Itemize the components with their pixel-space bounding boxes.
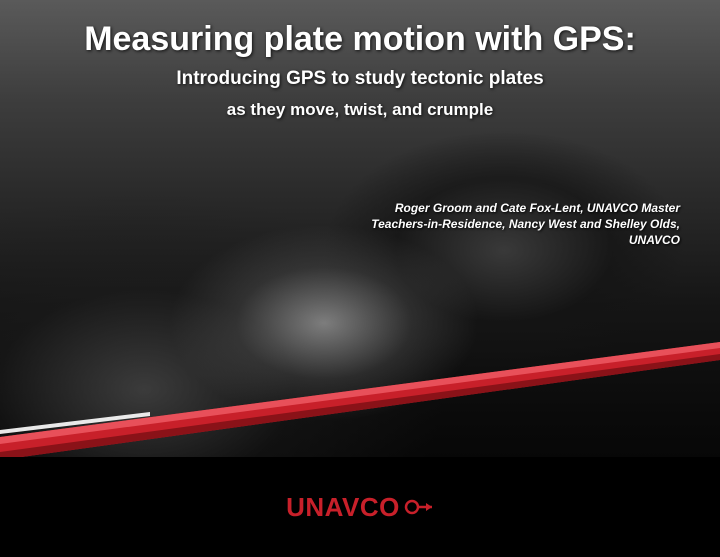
slide-title: Measuring plate motion with GPS: bbox=[0, 20, 720, 59]
decorative-red-stripe bbox=[0, 342, 720, 462]
logo-mark-icon bbox=[404, 495, 434, 519]
slide-subtitle: Introducing GPS to study tectonic plates bbox=[0, 68, 720, 90]
logo-text: UNAVCO bbox=[286, 492, 400, 523]
slide-subtitle-line2: as they move, twist, and crumple bbox=[0, 100, 720, 120]
unavco-logo: UNAVCO bbox=[286, 492, 434, 523]
slide-footer: UNAVCO bbox=[0, 457, 720, 557]
title-slide: Measuring plate motion with GPS: Introdu… bbox=[0, 0, 720, 557]
author-credits: Roger Groom and Cate Fox-Lent, UNAVCO Ma… bbox=[360, 200, 680, 249]
